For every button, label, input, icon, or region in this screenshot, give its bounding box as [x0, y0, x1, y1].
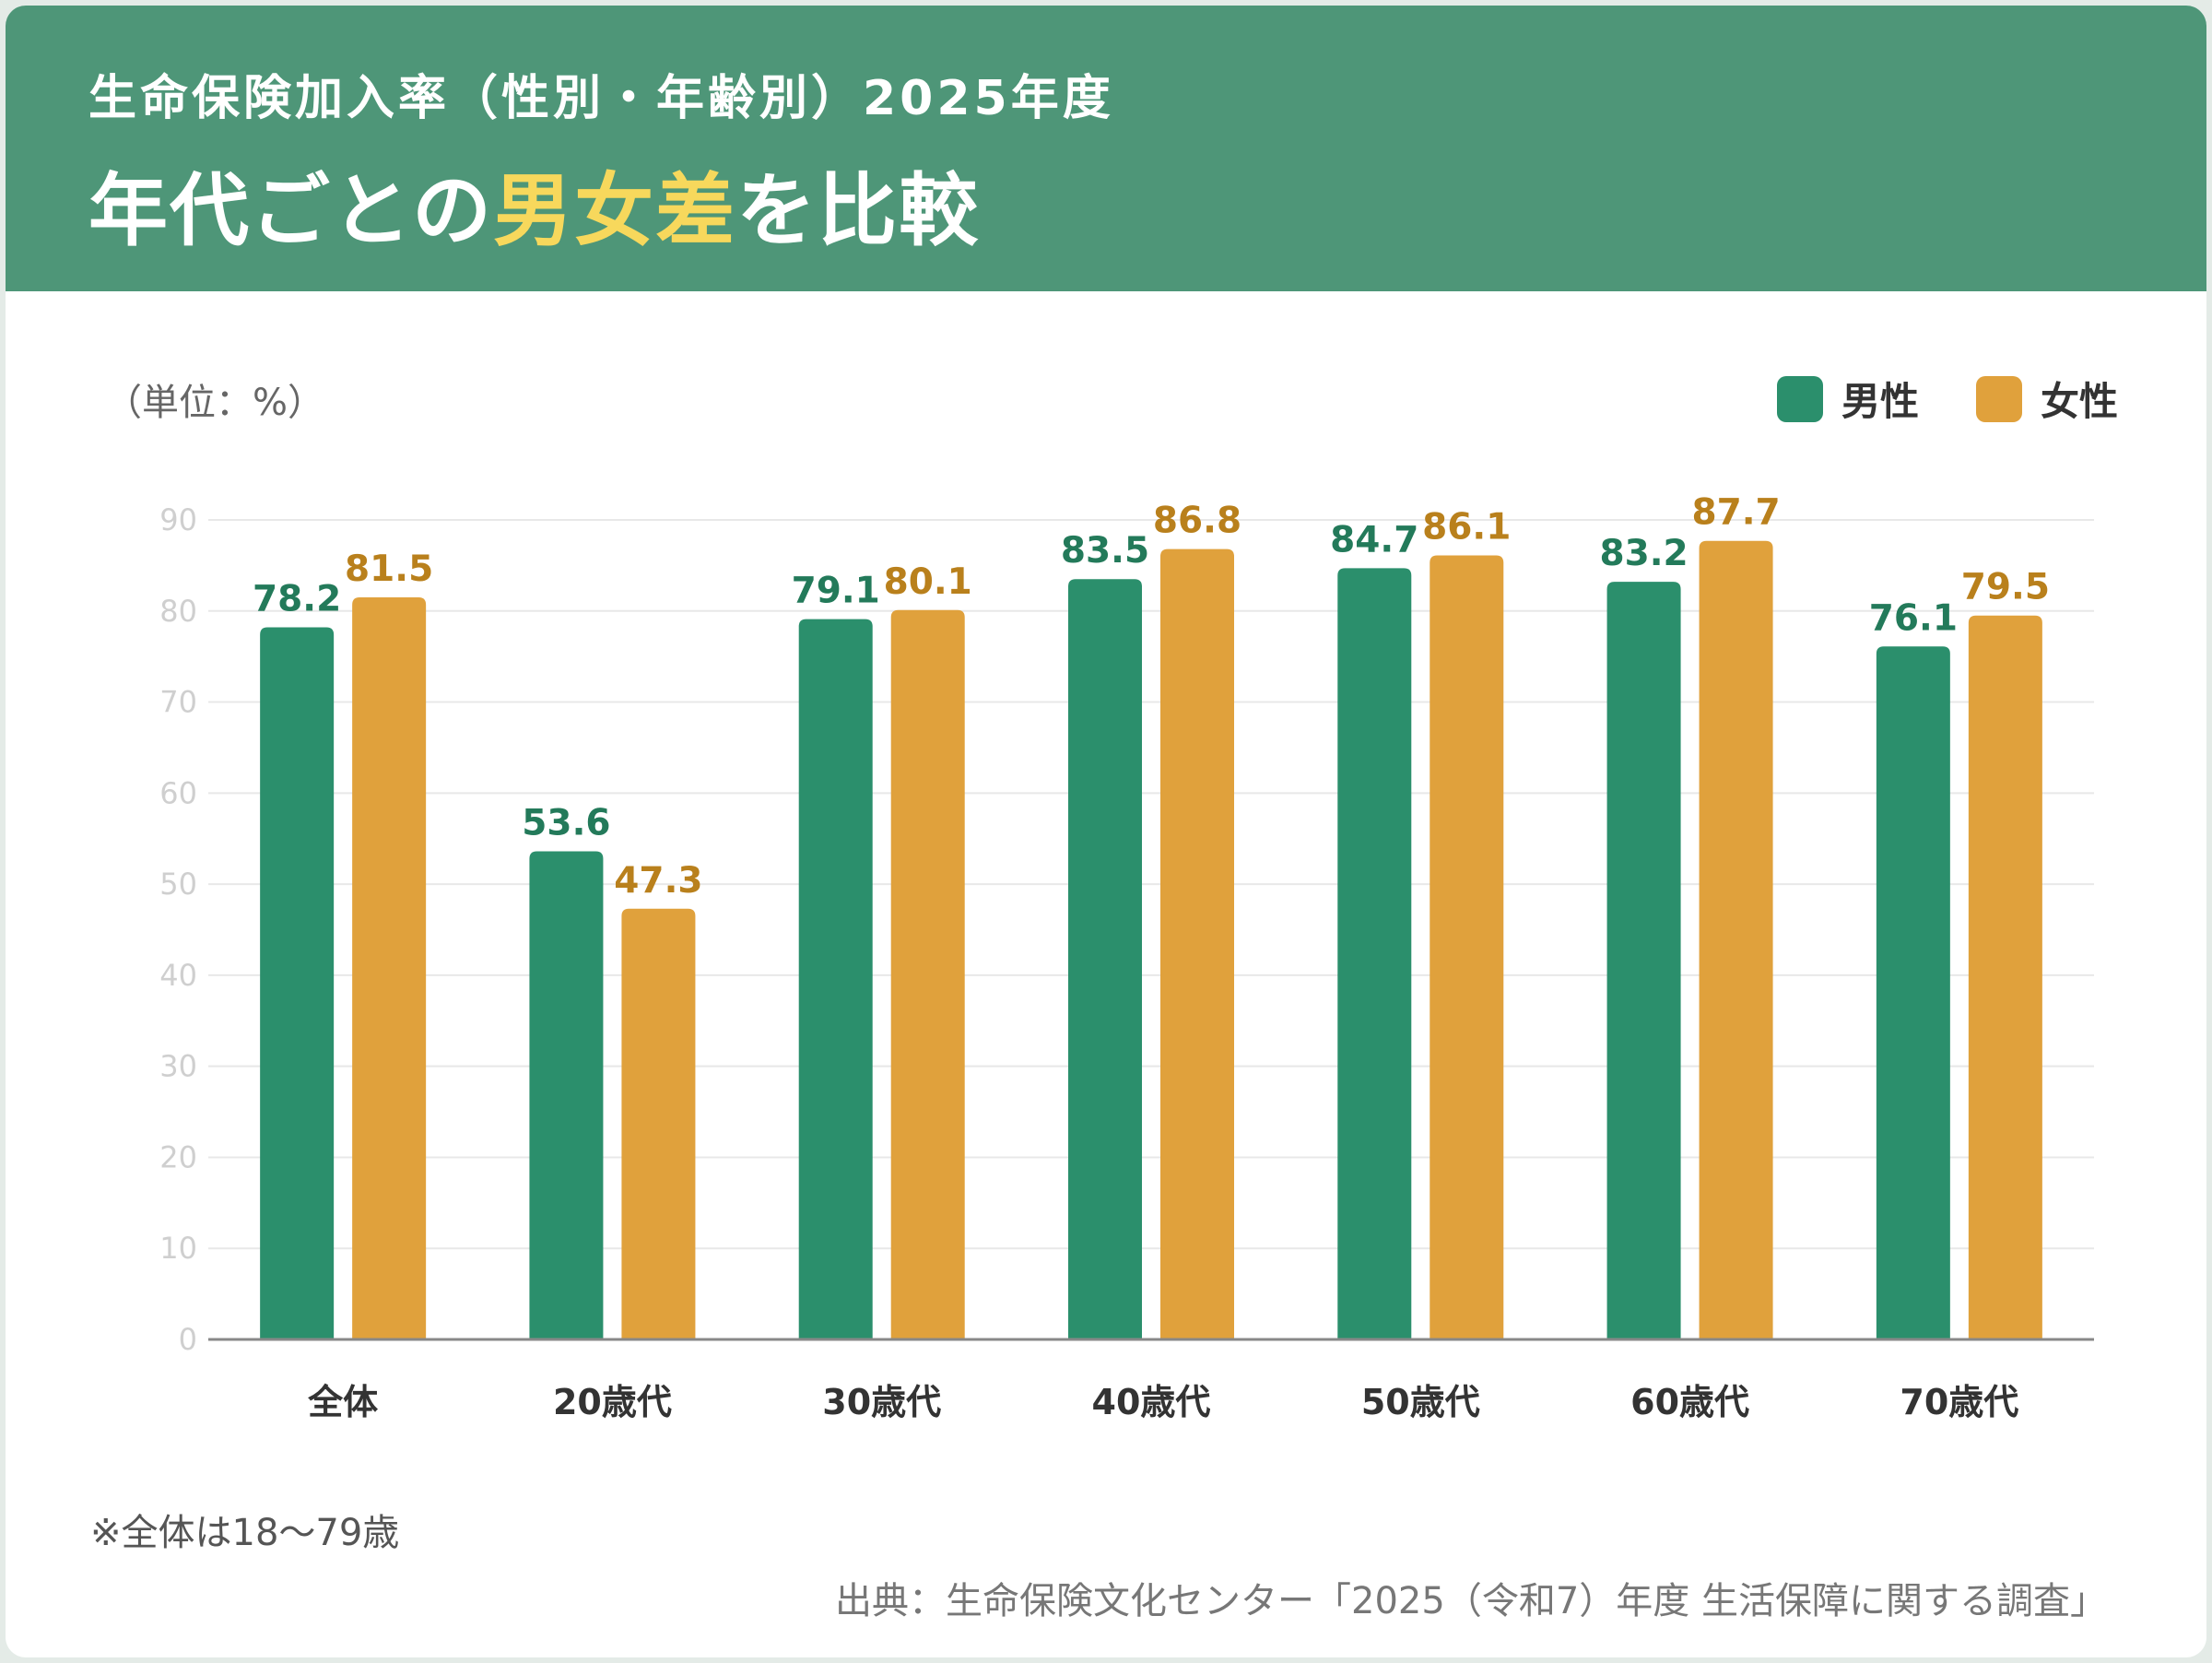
value-label-male: 78.2 [253, 579, 341, 620]
value-label-female: 86.1 [1422, 507, 1511, 548]
value-label-female: 81.5 [345, 548, 433, 590]
chart-subtitle: 生命保険加入率（性別・年齢別）2025年度 [88, 71, 1114, 126]
footnote: ※全体は18〜79歳 [90, 1512, 400, 1554]
y-tick-label: 80 [159, 594, 197, 629]
y-tick-label: 60 [159, 775, 197, 810]
bar-male [1068, 579, 1142, 1339]
x-category-label: 20歳代 [553, 1382, 672, 1422]
value-label-female: 47.3 [614, 860, 702, 902]
source-citation: 出典：生命保険文化センター「2025（令和7）年度 生活保障に関する調査」 [835, 1580, 2107, 1622]
value-label-female: 79.5 [1961, 567, 2050, 608]
bar-male [798, 619, 873, 1339]
bar-female [1699, 540, 1773, 1339]
legend-item-male: 男性 [1776, 371, 1919, 427]
value-label-male: 53.6 [522, 803, 610, 844]
x-category-label: 40歳代 [1092, 1382, 1211, 1422]
value-label-female: 87.7 [1691, 492, 1780, 534]
y-tick-label: 90 [159, 502, 197, 537]
x-category-label: 30歳代 [822, 1382, 941, 1422]
y-tick-label: 20 [159, 1139, 197, 1174]
bar-female [352, 596, 427, 1339]
legend-label-male: 男性 [1841, 379, 1919, 424]
bar-male [260, 627, 335, 1339]
value-label-female: 86.8 [1153, 501, 1241, 542]
legend: 男性 女性 [1720, 371, 2118, 427]
legend-item-female: 女性 [1975, 371, 2118, 427]
bar-female [1160, 548, 1234, 1339]
bar-female [621, 908, 696, 1339]
bar-female [1968, 615, 2042, 1339]
x-category-label: 50歳代 [1361, 1382, 1480, 1422]
bar-female [1430, 555, 1504, 1339]
bar-male [1606, 582, 1681, 1339]
y-tick-label: 40 [159, 958, 197, 993]
value-label-male: 76.1 [1869, 597, 1958, 639]
value-label-male: 83.2 [1599, 533, 1688, 574]
y-tick-label: 10 [159, 1231, 197, 1266]
bar-male [1337, 568, 1412, 1339]
x-category-label: 60歳代 [1630, 1382, 1749, 1422]
unit-label: （単位：%） [105, 382, 325, 424]
chart-card: 生命保険加入率（性別・年齢別）2025年度 年代ごとの男女差を比較 （単位：%）… [6, 6, 2206, 1657]
y-tick-label: 70 [159, 685, 197, 720]
value-label-male: 79.1 [792, 571, 880, 612]
x-category-label: 70歳代 [1900, 1382, 2018, 1422]
title-highlight: 男女差 [493, 165, 737, 257]
y-tick-label: 50 [159, 867, 197, 902]
legend-swatch-male [1776, 375, 1823, 422]
value-label-male: 83.5 [1061, 530, 1149, 572]
bar-female [890, 609, 965, 1339]
title-suffix: を比較 [736, 165, 981, 257]
y-tick-label: 30 [159, 1049, 197, 1084]
x-category-label: 全体 [307, 1382, 378, 1422]
bar-male [529, 851, 604, 1339]
chart-title: 年代ごとの男女差を比較 [88, 146, 980, 261]
y-tick-label: 0 [179, 1322, 197, 1357]
bar-male [1876, 646, 1950, 1339]
bar-chart: 0 10 20 30 40 50 60 70 80 90 78.281.5 全体 53.647.3 20歳… [159, 492, 2094, 1422]
title-prefix: 年代ごとの [88, 165, 494, 257]
legend-swatch-female [1975, 375, 2022, 422]
value-label-male: 84.7 [1330, 519, 1418, 560]
header-banner: 生命保険加入率（性別・年齢別）2025年度 年代ごとの男女差を比較 [6, 6, 2206, 291]
legend-label-female: 女性 [2040, 379, 2118, 424]
value-label-female: 80.1 [884, 561, 972, 603]
